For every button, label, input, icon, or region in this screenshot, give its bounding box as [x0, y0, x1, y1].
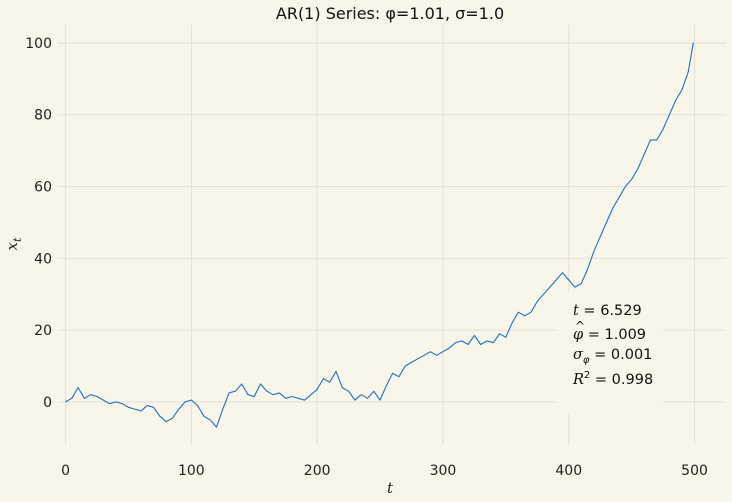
x-tick-label: 100 — [178, 463, 205, 479]
y-tick-label: 80 — [34, 108, 52, 124]
y-tick-label: 100 — [25, 36, 52, 52]
annotation-box — [558, 292, 663, 414]
series-line — [65, 42, 694, 428]
series-layer — [65, 42, 694, 428]
x-tick-label: 400 — [555, 463, 582, 479]
tick-labels: 0 100 200 300 400 500 0 20 40 60 80 100 — [25, 36, 708, 479]
grid — [58, 25, 726, 445]
annotation-sigma-phi-hat: σφ = 0.001 — [573, 347, 652, 366]
annotation-phi-hat: φ = 1.009 — [573, 327, 646, 343]
x-axis-label: t — [387, 479, 394, 497]
chart-title: AR(1) Series: φ=1.01, σ=1.0 — [276, 4, 504, 23]
y-tick-label: 20 — [34, 323, 52, 339]
y-axis-label: xt — [3, 237, 24, 250]
x-tick-label: 300 — [430, 463, 457, 479]
annotation-r-squared: R2 = 0.998 — [572, 370, 653, 388]
hat-mark: ^ — [575, 319, 585, 333]
x-tick-label: 200 — [304, 463, 331, 479]
stats-annotation: t = 6.529 φ = 1.009^ σφ = 0.001 R2 = 0.998 — [558, 292, 663, 414]
y-tick-label: 60 — [34, 180, 52, 196]
x-tick-label: 500 — [681, 463, 708, 479]
annotation-t-stat: t = 6.529 — [573, 303, 642, 319]
x-tick-label: 0 — [61, 463, 70, 479]
y-tick-label: 40 — [34, 251, 52, 267]
y-tick-label: 0 — [43, 395, 52, 411]
